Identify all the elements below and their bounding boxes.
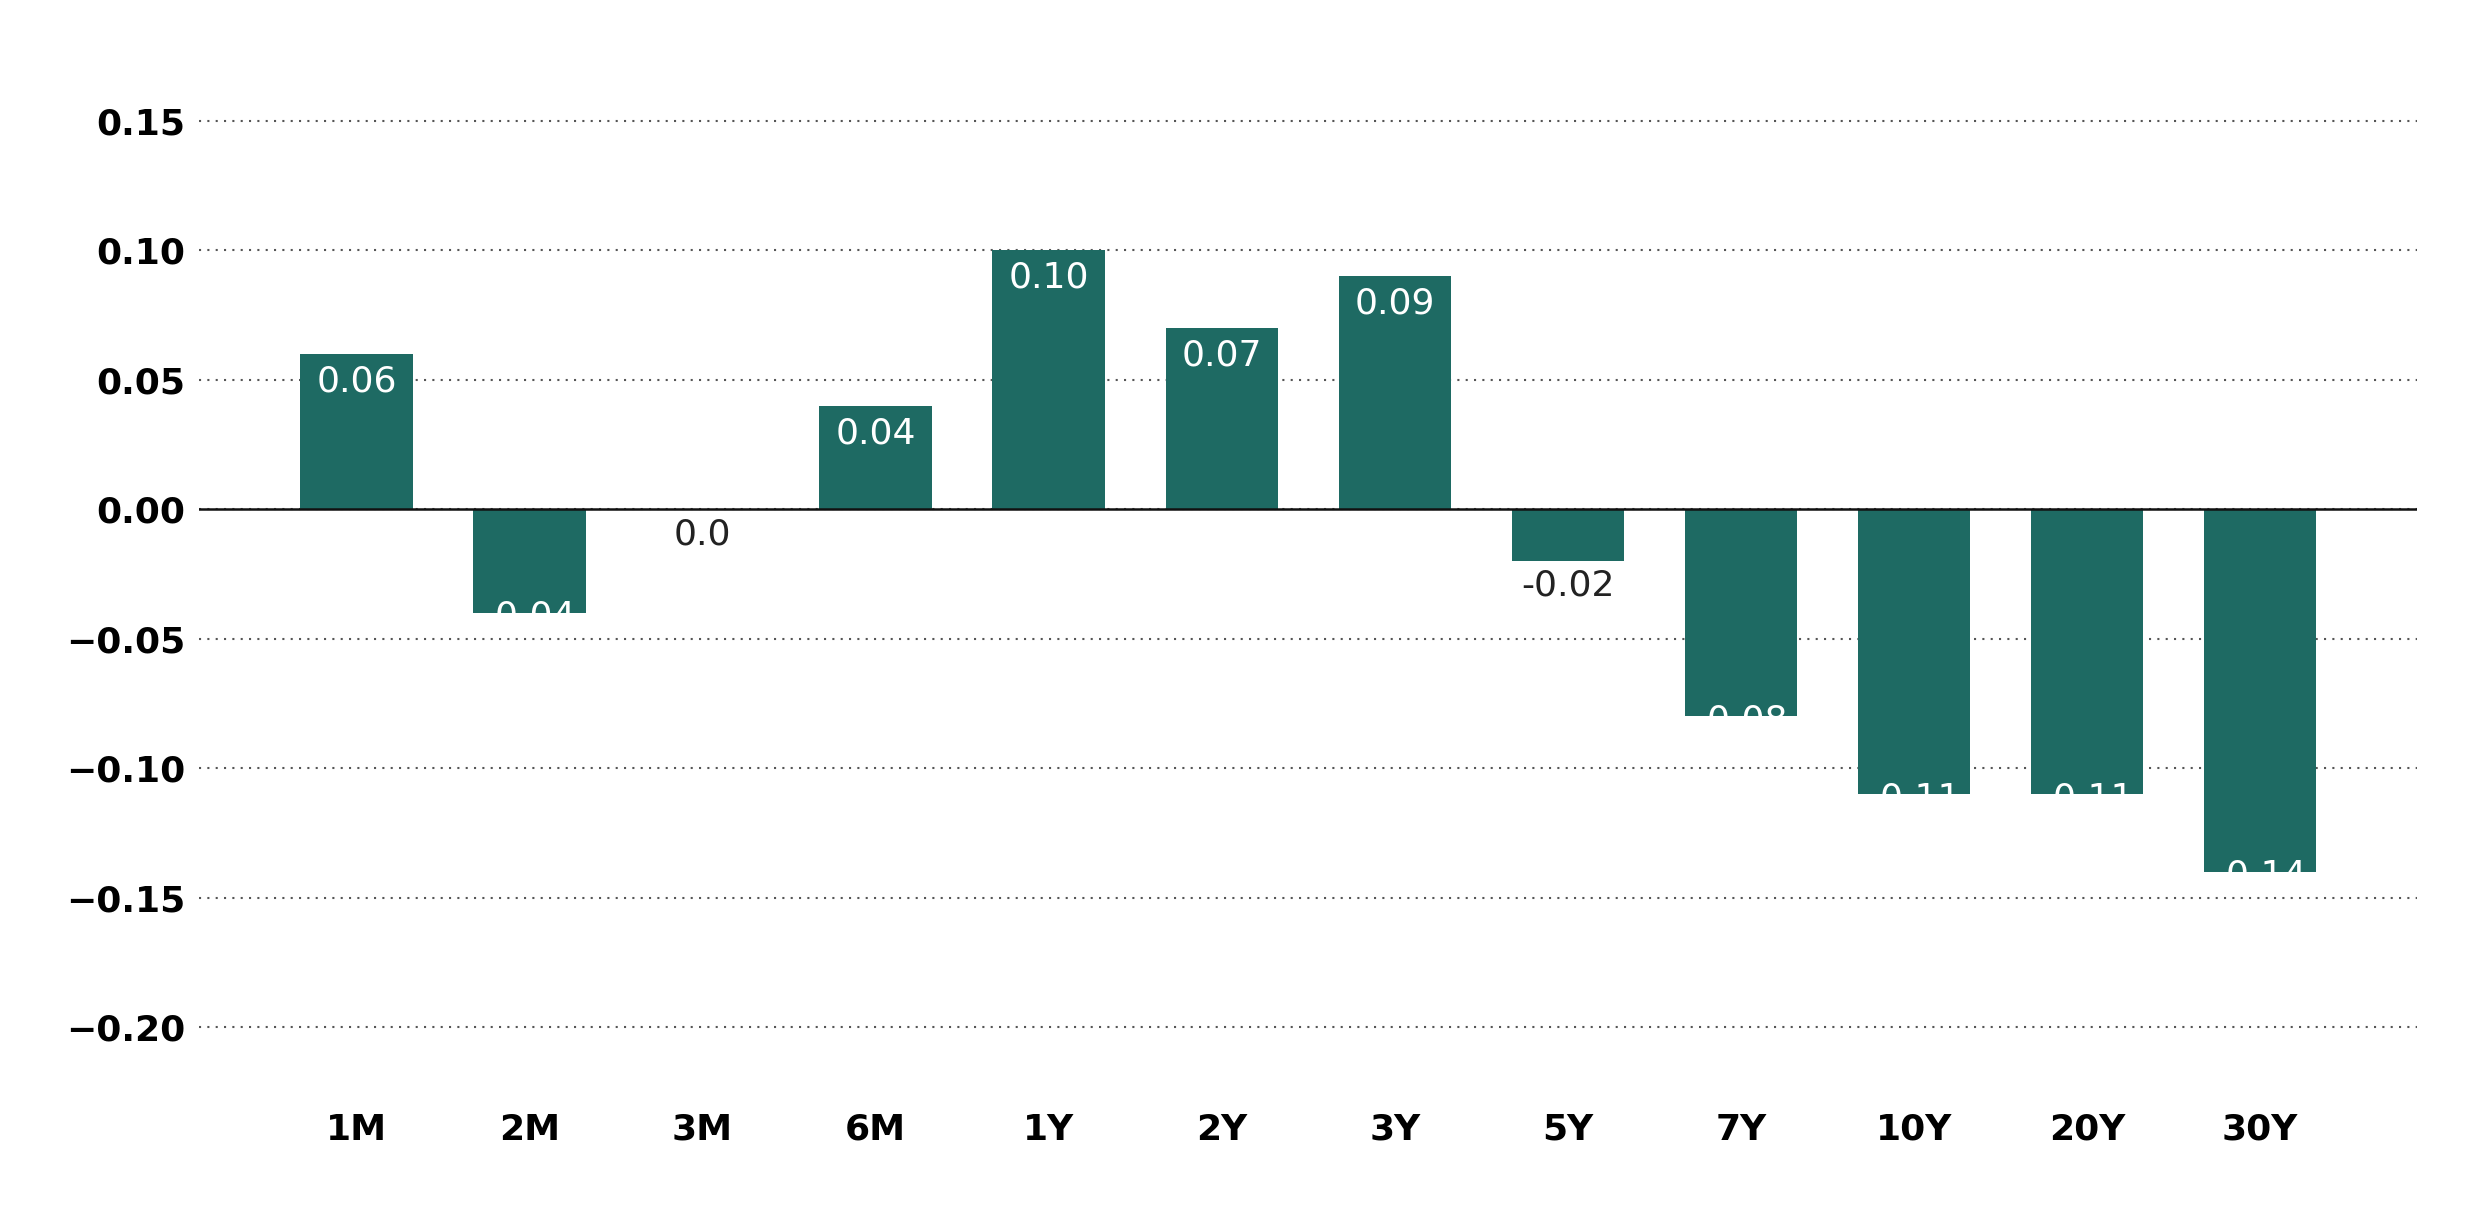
Bar — [2203, 509, 2318, 872]
Bar — [2031, 509, 2143, 795]
Text: -0.14: -0.14 — [2213, 859, 2308, 893]
Text: -0.08: -0.08 — [1695, 704, 1787, 738]
Bar — [473, 509, 586, 613]
Bar — [1859, 509, 1971, 795]
Text: -0.02: -0.02 — [1520, 569, 1615, 603]
Text: 0.0: 0.0 — [673, 517, 730, 551]
Text: 0.07: 0.07 — [1181, 338, 1261, 372]
Text: 0.09: 0.09 — [1356, 286, 1435, 320]
Bar — [820, 405, 932, 509]
Bar — [1513, 509, 1625, 562]
Text: -0.04: -0.04 — [483, 600, 576, 634]
Text: 0.04: 0.04 — [835, 416, 917, 450]
Text: 0.06: 0.06 — [316, 364, 396, 398]
Text: 0.10: 0.10 — [1009, 261, 1089, 295]
Text: -0.11: -0.11 — [1867, 781, 1961, 815]
Bar — [1338, 277, 1450, 509]
Bar — [992, 250, 1104, 509]
Text: -0.11: -0.11 — [2041, 781, 2133, 815]
Bar — [299, 354, 414, 509]
Bar — [1166, 328, 1278, 509]
Bar — [1685, 509, 1797, 717]
